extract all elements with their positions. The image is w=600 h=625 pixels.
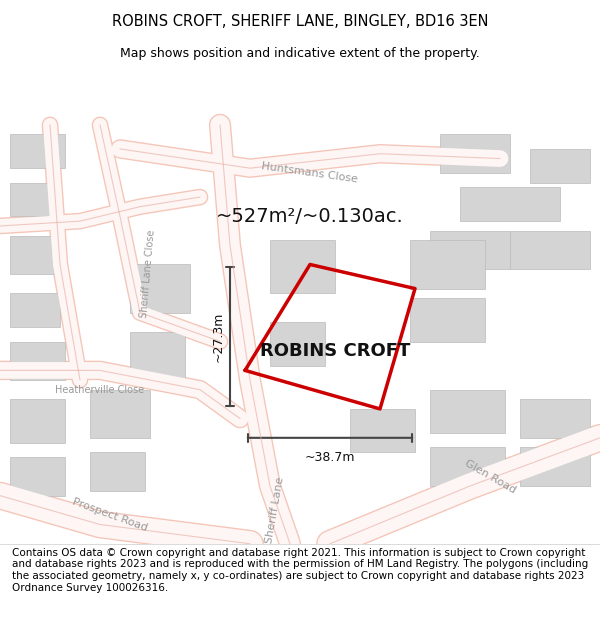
Bar [440, 134, 510, 173]
Bar [90, 452, 145, 491]
Bar [130, 332, 185, 380]
Bar [130, 264, 190, 312]
Bar [10, 236, 55, 274]
Text: ~527m²/~0.130ac.: ~527m²/~0.130ac. [216, 207, 404, 226]
Bar [460, 188, 560, 221]
Bar [90, 389, 150, 438]
Bar [10, 134, 65, 168]
Bar [430, 389, 505, 433]
Text: Huntsmans Close: Huntsmans Close [261, 161, 359, 185]
Bar [10, 341, 65, 380]
Text: Map shows position and indicative extent of the property.: Map shows position and indicative extent… [120, 48, 480, 61]
Bar [520, 448, 590, 486]
Bar [10, 457, 65, 496]
Bar [10, 399, 65, 442]
Bar [10, 182, 55, 216]
Text: Contains OS data © Crown copyright and database right 2021. This information is : Contains OS data © Crown copyright and d… [12, 548, 588, 592]
Text: Sheriff Lane Close: Sheriff Lane Close [139, 229, 157, 319]
Text: Glen Road: Glen Road [463, 458, 517, 495]
Text: ROBINS CROFT, SHERIFF LANE, BINGLEY, BD16 3EN: ROBINS CROFT, SHERIFF LANE, BINGLEY, BD1… [112, 14, 488, 29]
Text: ROBINS CROFT: ROBINS CROFT [260, 342, 410, 360]
Bar [510, 231, 590, 269]
Text: ~38.7m: ~38.7m [305, 451, 355, 464]
Text: Prospect Road: Prospect Road [71, 497, 149, 533]
Bar [430, 231, 510, 269]
Bar [410, 241, 485, 289]
Text: Sheriff Lane: Sheriff Lane [264, 476, 286, 544]
Text: ~27.3m: ~27.3m [212, 311, 224, 362]
Text: Heatherville Close: Heatherville Close [55, 384, 145, 394]
Bar [270, 241, 335, 293]
Bar [530, 149, 590, 182]
Bar [430, 448, 505, 486]
Bar [350, 409, 415, 452]
Bar [270, 322, 325, 366]
Bar [10, 293, 60, 327]
Bar [410, 298, 485, 341]
Bar [520, 399, 590, 438]
